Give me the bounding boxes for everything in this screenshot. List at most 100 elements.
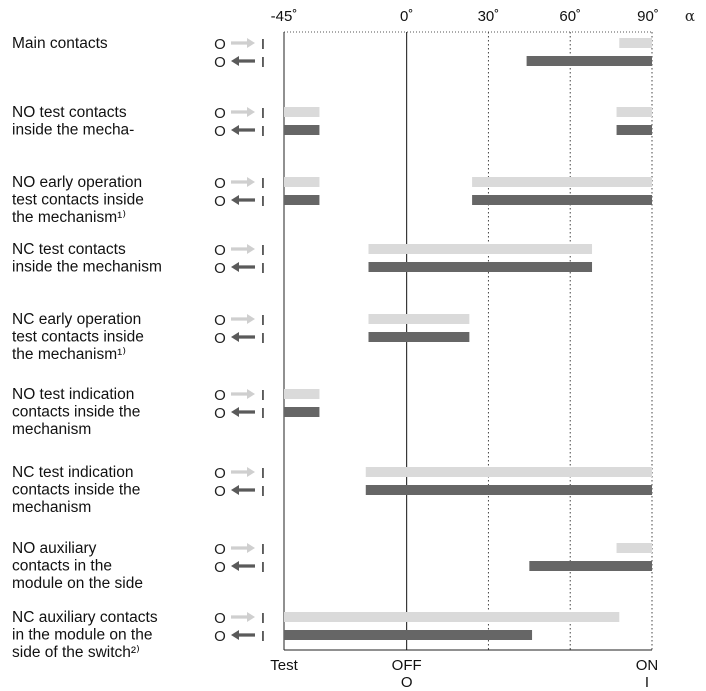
direction-o-label: O: [214, 330, 226, 347]
row-label: inside the mecha-: [12, 122, 134, 139]
row-label: NO early operation: [12, 174, 142, 191]
direction-i-label: I: [261, 175, 265, 192]
row-label: NO auxiliary: [12, 540, 97, 557]
close-to-open-bar: [368, 262, 593, 272]
row-label: contacts inside the: [12, 482, 140, 499]
open-to-close-bar: [284, 177, 320, 187]
direction-o-label: O: [214, 610, 226, 627]
arrow-right-icon: [231, 389, 255, 399]
direction-o-label: O: [214, 54, 226, 71]
direction-o-label: O: [214, 260, 226, 277]
direction-i-label: I: [261, 193, 265, 210]
axis-tick-label: 0˚: [400, 8, 413, 25]
open-to-close-bar: [284, 107, 320, 117]
direction-i-label: I: [261, 36, 265, 53]
direction-i-label: I: [261, 242, 265, 259]
arrow-right-icon: [231, 107, 255, 117]
arrow-left-icon: [231, 561, 255, 571]
row-label: NC auxiliary contacts: [12, 609, 158, 626]
direction-i-label: I: [261, 387, 265, 404]
direction-i-label: I: [261, 54, 265, 71]
bottom-label: ON: [636, 657, 659, 674]
arrow-left-icon: [231, 262, 255, 272]
close-to-open-bar: [529, 561, 652, 571]
direction-o-label: O: [214, 483, 226, 500]
row-label: inside the mechanism: [12, 259, 162, 276]
row-label: test contacts inside: [12, 192, 144, 209]
arrow-right-icon: [231, 314, 255, 324]
close-to-open-bar: [368, 332, 470, 342]
arrow-right-icon: [231, 244, 255, 254]
row-label: NC early operation: [12, 311, 141, 328]
direction-o-label: O: [214, 36, 226, 53]
direction-i-label: I: [261, 260, 265, 277]
arrow-right-icon: [231, 38, 255, 48]
row-label: NO test contacts: [12, 104, 127, 121]
open-to-close-bar: [368, 244, 593, 254]
open-to-close-bar: [284, 612, 620, 622]
direction-o-label: O: [214, 105, 226, 122]
axis-tick-label: 30˚: [478, 8, 500, 25]
row-label: Main contacts: [12, 35, 108, 52]
row-label: module on the side: [12, 575, 143, 592]
direction-i-label: I: [261, 559, 265, 576]
row-label: mechanism: [12, 421, 91, 438]
direction-i-label: I: [261, 330, 265, 347]
axis-tick-label: -45˚: [271, 8, 298, 25]
axis-tick-label: 90˚: [637, 8, 659, 25]
direction-i-label: I: [261, 105, 265, 122]
direction-o-label: O: [214, 387, 226, 404]
direction-o-label: O: [214, 193, 226, 210]
direction-i-label: I: [261, 405, 265, 422]
row-label: test contacts inside: [12, 329, 144, 346]
direction-i-label: I: [261, 123, 265, 140]
row-label: contacts inside the: [12, 404, 140, 421]
bottom-label: O: [401, 674, 413, 691]
close-to-open-bar: [284, 125, 320, 135]
arrow-left-icon: [231, 56, 255, 66]
open-to-close-bar: [616, 543, 652, 553]
row-label: NO test indication: [12, 386, 134, 403]
direction-o-label: O: [214, 123, 226, 140]
row-label: in the module on the: [12, 627, 152, 644]
arrow-right-icon: [231, 612, 255, 622]
arrow-left-icon: [231, 485, 255, 495]
row-label: the mechanism¹⁾: [12, 209, 126, 226]
arrow-right-icon: [231, 543, 255, 553]
direction-i-label: I: [261, 312, 265, 329]
arrow-left-icon: [231, 630, 255, 640]
direction-o-label: O: [214, 541, 226, 558]
axis-symbol: α: [685, 7, 695, 25]
direction-o-label: O: [214, 628, 226, 645]
direction-i-label: I: [261, 465, 265, 482]
row-label: the mechanism¹⁾: [12, 346, 126, 363]
direction-o-label: O: [214, 465, 226, 482]
bottom-label: Test: [270, 657, 298, 674]
direction-o-label: O: [214, 242, 226, 259]
arrow-left-icon: [231, 332, 255, 342]
close-to-open-bar: [284, 195, 320, 205]
open-to-close-bar: [616, 107, 652, 117]
direction-o-label: O: [214, 405, 226, 422]
open-to-close-bar: [472, 177, 652, 187]
bottom-label: OFF: [392, 657, 422, 674]
row-label: contacts in the: [12, 558, 112, 575]
row-label: mechanism: [12, 499, 91, 516]
close-to-open-bar: [472, 195, 652, 205]
close-to-open-bar: [365, 485, 652, 495]
open-to-close-bar: [365, 467, 652, 477]
direction-o-label: O: [214, 175, 226, 192]
open-to-close-bar: [619, 38, 652, 48]
arrow-left-icon: [231, 125, 255, 135]
row-label: NC test indication: [12, 464, 133, 481]
direction-o-label: O: [214, 312, 226, 329]
direction-i-label: I: [261, 628, 265, 645]
bottom-label: I: [645, 674, 649, 691]
open-to-close-bar: [284, 389, 320, 399]
direction-o-label: O: [214, 559, 226, 576]
open-to-close-bar: [368, 314, 470, 324]
close-to-open-bar: [616, 125, 652, 135]
arrow-right-icon: [231, 177, 255, 187]
close-to-open-bar: [284, 630, 533, 640]
arrow-right-icon: [231, 467, 255, 477]
